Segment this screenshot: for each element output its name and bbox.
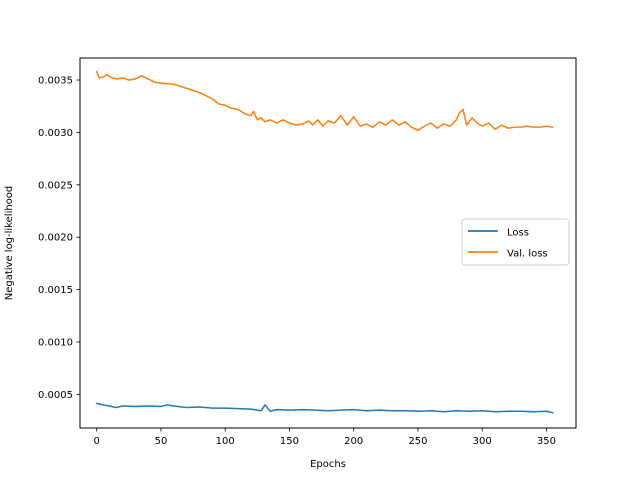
legend-label-loss: Loss [507, 228, 529, 239]
x-axis-label: Epochs [310, 459, 346, 470]
series-layer [95, 70, 554, 414]
y-tick-label: 0.0005 [38, 390, 73, 401]
y-tick-label: 0.0025 [38, 180, 73, 191]
y-axis-label: Negative log-likelihood [4, 186, 15, 301]
legend: Loss Val. loss [461, 218, 570, 266]
y-axis: 0.0005 0.0010 0.0015 0.0020 0.0025 0.0030 0.00… [38, 76, 80, 401]
x-tick-label: 100 [216, 436, 235, 447]
x-axis: 0 50 100 150 200 250 300 350 [94, 428, 556, 447]
y-tick-label: 0.0030 [38, 128, 73, 139]
x-tick-label: 0 [94, 436, 100, 447]
plot-frame [79, 57, 577, 429]
y-tick-label: 0.0035 [38, 76, 73, 87]
x-tick-label: 250 [408, 436, 427, 447]
y-tick-label: 0.0010 [38, 338, 73, 349]
y-tick-label: 0.0015 [38, 285, 73, 296]
series-line-val-loss [95, 70, 554, 132]
series-line-loss [95, 402, 554, 414]
x-tick-label: 200 [344, 436, 363, 447]
legend-label-val-loss: Val. loss [507, 249, 548, 260]
x-tick-label: 50 [155, 436, 168, 447]
y-tick-label: 0.0020 [38, 233, 73, 244]
x-tick-label: 150 [280, 436, 299, 447]
x-tick-label: 350 [537, 436, 556, 447]
x-tick-label: 300 [473, 436, 492, 447]
